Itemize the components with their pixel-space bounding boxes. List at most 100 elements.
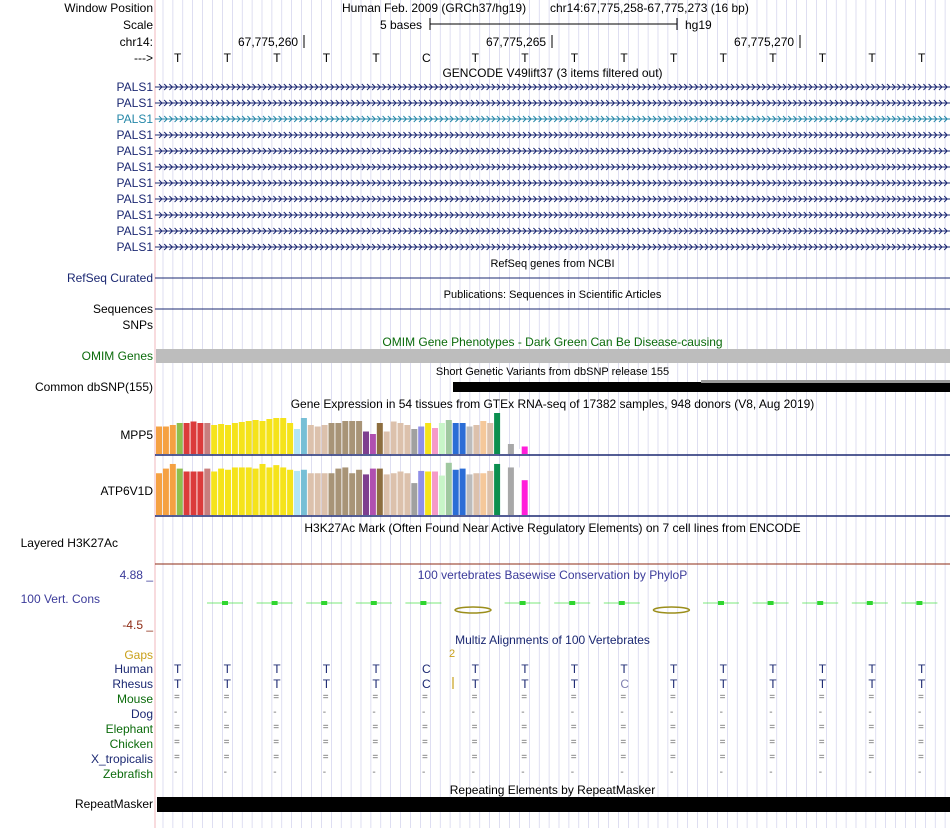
gencode-transcript-label[interactable]: PALS1 — [116, 176, 153, 190]
multiz-base: = — [868, 722, 875, 733]
multiz-base: = — [174, 737, 180, 748]
gtex-mpp5-bar — [390, 421, 397, 454]
base-letter: C — [422, 51, 431, 65]
multiz-base: = — [570, 737, 577, 748]
publications-track-title[interactable]: Publications: Sequences in Scientific Ar… — [443, 289, 662, 301]
dbsnp-track-label[interactable]: Common dbSNP(155) — [34, 380, 153, 394]
gtex-mpp5-bar — [321, 425, 328, 454]
phylop-score-point — [618, 601, 625, 605]
gtex-atp6v1d-bar — [494, 463, 501, 515]
gencode-transcript-label[interactable]: PALS1 — [116, 240, 153, 254]
phylop-score-point — [866, 601, 873, 605]
multiz-base: C — [620, 677, 630, 691]
gtex-atp6v1d-bar — [383, 474, 390, 515]
multiz-base: = — [174, 692, 180, 703]
multiz-base: = — [670, 737, 676, 748]
gencode-transcript-label[interactable]: PALS1 — [116, 80, 153, 94]
gtex-atp6v1d-bar — [231, 467, 238, 515]
multiz-track-title[interactable]: Multiz Alignments of 100 Vertebrates — [455, 633, 650, 647]
gencode-track-title[interactable]: GENCODE V49lift37 (3 items filtered out) — [442, 66, 663, 80]
gencode-transcript-label[interactable]: PALS1 — [116, 208, 153, 222]
gtex-mpp5-bar — [383, 431, 390, 454]
multiz-base: = — [322, 752, 329, 763]
multiz-base: C — [422, 662, 431, 676]
gencode-transcript-label[interactable]: PALS1 — [116, 112, 153, 126]
multiz-base: - — [422, 767, 426, 778]
multiz-base: = — [174, 752, 180, 763]
dbsnp-track-title[interactable]: Short Genetic Variants from dbSNP releas… — [435, 366, 670, 378]
h3k27ac-track-title[interactable]: H3K27Ac Mark (Often Found Near Active Re… — [304, 521, 801, 535]
repeatmasker-track-label[interactable]: RepeatMasker — [74, 797, 153, 811]
gtex-mpp5-bar — [432, 428, 438, 454]
multiz-base: - — [372, 767, 376, 778]
multiz-species-label[interactable]: Rhesus — [112, 677, 153, 691]
gtex-mpp5-bar — [487, 423, 494, 454]
refseq-track-title[interactable]: RefSeq genes from NCBI — [490, 258, 615, 270]
multiz-base: - — [818, 707, 823, 718]
multiz-species-label[interactable]: Human — [114, 662, 153, 676]
multiz-base: = — [719, 752, 726, 763]
refseq-track-label[interactable]: RefSeq Curated — [66, 271, 153, 285]
multiz-base: = — [868, 752, 875, 763]
omim-track-label[interactable]: OMIM Genes — [81, 349, 153, 363]
gencode-strand-chevrons — [158, 195, 948, 203]
multiz-species-label[interactable]: Chicken — [109, 737, 153, 751]
gtex-atp6v1d-bar — [204, 468, 211, 515]
multiz-base: T — [471, 677, 479, 691]
gtex-track-title[interactable]: Gene Expression in 54 tissues from GTEx … — [290, 397, 815, 411]
gencode-transcript-label[interactable]: PALS1 — [116, 128, 153, 142]
gtex-atp6v1d-bar — [521, 480, 528, 515]
multiz-base: - — [719, 707, 723, 718]
h3k27ac-track-label[interactable]: Layered H3K27Ac — [20, 536, 118, 550]
gencode-strand-chevrons — [158, 227, 948, 235]
gencode-transcript-label[interactable]: PALS1 — [116, 224, 153, 238]
omim-track-title[interactable]: OMIM Gene Phenotypes - Dark Green Can Be… — [382, 335, 723, 349]
multiz-species-label[interactable]: X_tropicalis — [90, 752, 153, 766]
gtex-atp6v1d-bar — [376, 468, 383, 515]
gencode-strand-chevrons — [158, 115, 948, 123]
multiz-base: - — [918, 767, 922, 778]
multiz-species-label[interactable]: Zebrafish — [102, 767, 153, 781]
multiz-base: = — [372, 722, 379, 733]
gtex-mpp5-bar — [459, 423, 466, 454]
phylop-track-title[interactable]: 100 vertebrates Basewise Conservation by… — [417, 568, 688, 582]
multiz-species-label[interactable]: Dog — [130, 707, 153, 721]
gtex-mpp5-bar — [507, 444, 514, 454]
multiz-base: - — [273, 767, 277, 778]
gtex-mpp5-bar — [218, 424, 225, 454]
gtex-atp6v1d-bar — [162, 468, 169, 515]
gtex-mpp5-bar — [231, 423, 238, 454]
gencode-transcript-label[interactable]: PALS1 — [116, 96, 153, 110]
gtex-gene-label-atp6v1d[interactable]: ATP6V1D — [100, 484, 153, 498]
multiz-base: = — [670, 752, 676, 763]
multiz-base: T — [322, 662, 331, 676]
multiz-species-label[interactable]: Mouse — [116, 692, 153, 706]
gtex-mpp5-bar — [445, 420, 452, 454]
gtex-mpp5-bar — [225, 425, 231, 454]
snps-label[interactable]: SNPs — [122, 318, 153, 332]
phylop-score-point — [370, 601, 377, 605]
scale-label: Scale — [122, 18, 153, 32]
gtex-gene-label-mpp5[interactable]: MPP5 — [120, 428, 153, 442]
multiz-base: = — [521, 722, 528, 733]
gtex-atp6v1d-bar — [176, 468, 183, 515]
phylop-track-label[interactable]: 100 Vert. Cons — [20, 592, 100, 606]
repeatmasker-track-title[interactable]: Repeating Elements by RepeatMasker — [449, 783, 656, 797]
gencode-transcript-label[interactable]: PALS1 — [116, 144, 153, 158]
sequences-label[interactable]: Sequences — [92, 302, 153, 316]
multiz-species-label[interactable]: Elephant — [105, 722, 153, 736]
multiz-base: - — [769, 707, 773, 718]
gtex-atp6v1d-bar — [501, 473, 507, 515]
multiz-base: - — [273, 707, 277, 718]
gtex-atp6v1d-bar — [245, 467, 252, 515]
multiz-base: = — [719, 692, 726, 703]
multiz-base: = — [918, 737, 924, 748]
gtex-mpp5-bar — [473, 425, 480, 454]
multiz-base: - — [670, 707, 674, 718]
gencode-transcript-label[interactable]: PALS1 — [116, 160, 153, 174]
gencode-transcript-label[interactable]: PALS1 — [116, 192, 153, 206]
gtex-mpp5-bar — [176, 423, 183, 454]
base-letter: T — [868, 51, 876, 65]
multiz-base: - — [223, 767, 227, 778]
